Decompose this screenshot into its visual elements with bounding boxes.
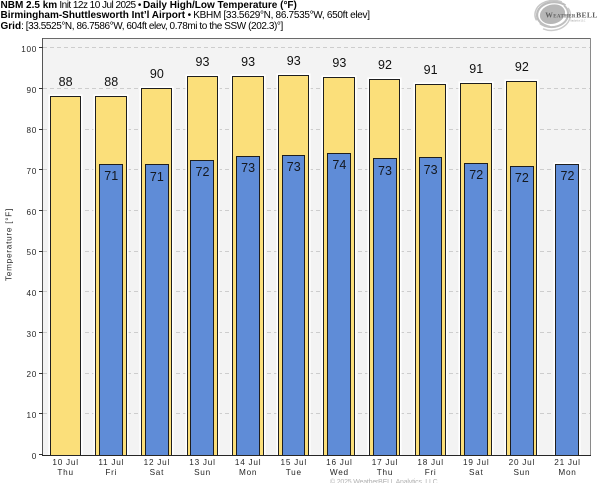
- svg-text:WEATHERBELL: WEATHERBELL: [545, 11, 597, 20]
- svg-text:Analytics LLC: Analytics LLC: [570, 20, 586, 23]
